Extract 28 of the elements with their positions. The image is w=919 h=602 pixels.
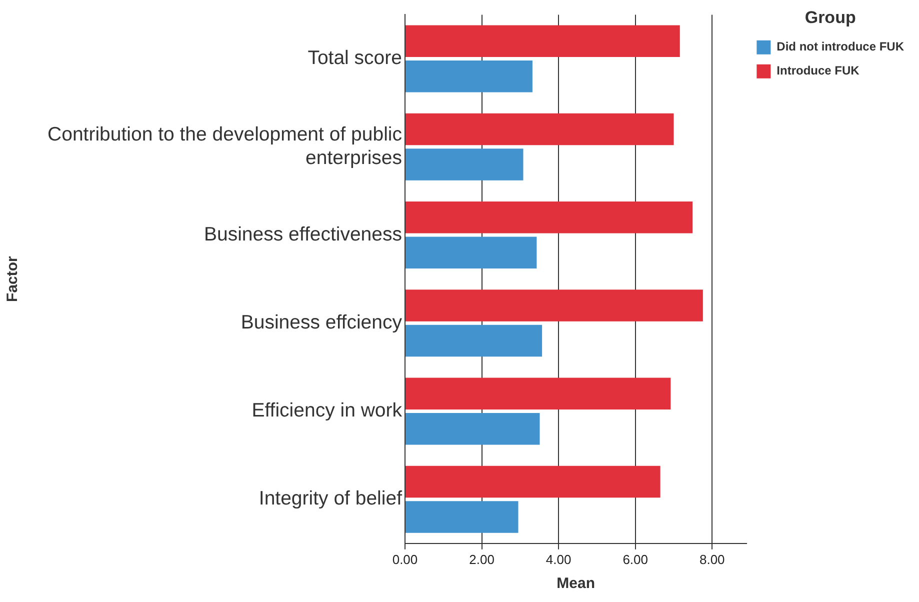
x-tick-label: 6.00 — [622, 552, 648, 567]
bar — [406, 290, 703, 322]
bar — [406, 501, 518, 533]
legend-label: Introduce FUK — [776, 64, 860, 78]
bar — [406, 324, 542, 357]
y-axis-title: Factor — [4, 256, 22, 302]
bar — [406, 202, 693, 234]
bar — [406, 466, 660, 498]
y-tick-label: Contribution to the development of public enterprises — [48, 124, 402, 169]
bar — [406, 412, 540, 445]
bar — [406, 236, 537, 268]
y-tick-label: Business effciency — [240, 311, 402, 334]
x-axis-title: Mean — [556, 575, 596, 592]
x-tick-label: 8.00 — [699, 552, 725, 567]
bar — [406, 113, 674, 146]
bar — [406, 148, 524, 180]
legend-label: Did not introduce FUK — [776, 40, 904, 54]
x-tick-label: 4.00 — [546, 552, 572, 567]
legend-title: Group — [804, 8, 856, 28]
y-tick-label: Efficiency in work — [252, 400, 402, 422]
bar — [406, 60, 532, 92]
y-tick-label: Total score — [308, 47, 402, 70]
y-tick-label: Business effectiveness — [204, 223, 402, 246]
bar — [406, 25, 680, 57]
x-tick-label: 0.00 — [392, 552, 418, 567]
bar — [406, 378, 671, 410]
y-tick-label: Integrity of belief — [258, 488, 403, 510]
x-tick-label: 2.00 — [469, 552, 494, 567]
